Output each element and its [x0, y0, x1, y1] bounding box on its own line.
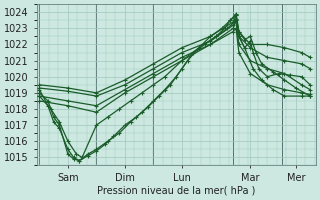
X-axis label: Pression niveau de la mer( hPa ): Pression niveau de la mer( hPa )	[97, 186, 255, 196]
